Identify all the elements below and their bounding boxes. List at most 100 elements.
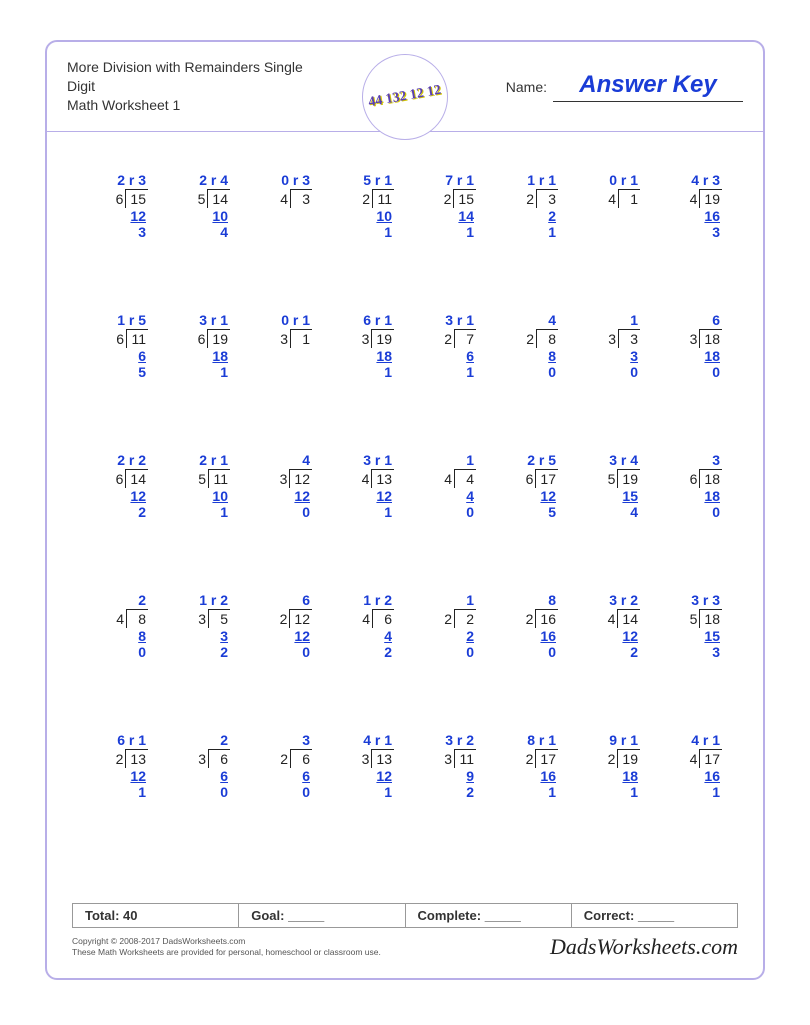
dividend: 19 (699, 189, 722, 208)
dividend: 19 (617, 469, 640, 488)
copyright-line-1: Copyright © 2008-2017 DadsWorksheets.com (72, 936, 381, 947)
title-block: More Division with Remainders Single Dig… (67, 58, 332, 115)
division-line: 318 (662, 329, 722, 348)
divisor: 5 (608, 469, 618, 488)
difference-value: 1 (662, 784, 722, 801)
subtract-value: 12 (88, 488, 148, 505)
dividend: 11 (208, 469, 230, 488)
division-line: 519 (580, 469, 640, 488)
divisor: 2 (444, 329, 454, 348)
subtract-value: 3 (170, 628, 230, 645)
divisor: 2 (116, 749, 126, 768)
quotient: 1 r 1 (498, 172, 558, 189)
division-problem: 3618180 (662, 452, 722, 574)
division-line: 22 (416, 609, 476, 628)
dividend: 3 (536, 189, 558, 208)
division-problem: 6318180 (662, 312, 722, 434)
dividend: 4 (454, 469, 476, 488)
dividend: 15 (125, 189, 148, 208)
divisor: 3 (608, 329, 618, 348)
title-line-1: More Division with Remainders Single Dig… (67, 58, 332, 96)
division-line: 514 (170, 189, 230, 208)
quotient: 4 r 1 (662, 732, 722, 749)
subtract-value: 10 (334, 208, 394, 225)
quotient: 3 r 3 (662, 592, 722, 609)
subtract-value: 18 (662, 348, 722, 365)
dividend: 19 (207, 329, 230, 348)
subtract-value: 2 (498, 208, 558, 225)
subtract-value: 18 (662, 488, 722, 505)
subtract-value: 3 (580, 348, 640, 365)
difference-value: 1 (416, 364, 476, 381)
subtract-value: 12 (88, 208, 148, 225)
subtract-value: 6 (88, 348, 148, 365)
divisor: 3 (690, 329, 700, 348)
division-problem: 3 r 231192 (416, 732, 476, 854)
difference-value: 4 (170, 224, 230, 241)
quotient: 5 r 1 (334, 172, 394, 189)
quotient: 4 (252, 452, 312, 469)
division-line: 213 (88, 749, 148, 768)
divisor: 2 (362, 189, 372, 208)
division-line: 212 (252, 609, 312, 628)
difference-value: 0 (252, 784, 312, 801)
dividend: 15 (453, 189, 476, 208)
divisor: 2 (526, 329, 536, 348)
division-line: 518 (662, 609, 722, 628)
dividend: 8 (126, 609, 148, 628)
difference-value: 1 (334, 504, 394, 521)
division-problem: 3 r 12761 (416, 312, 476, 434)
dividend: 7 (454, 329, 476, 348)
subtract-value: 12 (252, 488, 312, 505)
subtract-value: 12 (88, 768, 148, 785)
quotient: 3 (252, 732, 312, 749)
divisor: 4 (444, 469, 454, 488)
difference-value: 5 (498, 504, 558, 521)
quotient: 9 r 1 (580, 732, 640, 749)
subtract-value: 8 (498, 348, 558, 365)
difference-value: 1 (498, 784, 558, 801)
subtract-value: 16 (662, 208, 722, 225)
dividend: 6 (208, 749, 230, 768)
division-problem: 8216160 (498, 592, 558, 714)
division-line: 417 (662, 749, 722, 768)
dividend: 11 (372, 189, 394, 208)
difference-value: 2 (334, 644, 394, 661)
quotient: 1 (580, 312, 640, 329)
quotient: 4 r 1 (334, 732, 394, 749)
divisor: 2 (526, 749, 536, 768)
division-problem: 1 r 561165 (88, 312, 148, 434)
subtract-value: 8 (88, 628, 148, 645)
division-line: 26 (252, 749, 312, 768)
subtract-value: 12 (252, 628, 312, 645)
division-line: 211 (334, 189, 394, 208)
divisor: 5 (198, 189, 208, 208)
subtract-value: 18 (334, 348, 394, 365)
division-line: 312 (252, 469, 312, 488)
quotient: 1 r 2 (170, 592, 230, 609)
difference-value: 1 (498, 224, 558, 241)
name-label: Name: (506, 79, 547, 95)
difference-value: 4 (580, 504, 640, 521)
quotient: 6 r 1 (88, 732, 148, 749)
difference-value: 1 (334, 364, 394, 381)
division-problem: 4 r 3419163 (662, 172, 722, 294)
subtract-value: 15 (580, 488, 640, 505)
division-line: 219 (580, 749, 640, 768)
division-line: 618 (662, 469, 722, 488)
divisor: 5 (690, 609, 700, 628)
divisor: 6 (198, 329, 208, 348)
dividend: 14 (207, 189, 230, 208)
division-problem: 3 r 4519154 (580, 452, 640, 574)
division-problem: 2 r 1511101 (170, 452, 230, 574)
title-line-2: Math Worksheet 1 (67, 96, 332, 115)
dividend: 13 (125, 749, 148, 768)
difference-value: 1 (580, 784, 640, 801)
dividend: 14 (125, 469, 148, 488)
division-line: 46 (334, 609, 394, 628)
divisor: 4 (608, 189, 618, 208)
divisor: 3 (198, 609, 208, 628)
division-line: 43 (252, 189, 312, 208)
logo-text: 44 132 12 12 (368, 84, 443, 110)
division-problem: 3 r 1413121 (334, 452, 394, 574)
